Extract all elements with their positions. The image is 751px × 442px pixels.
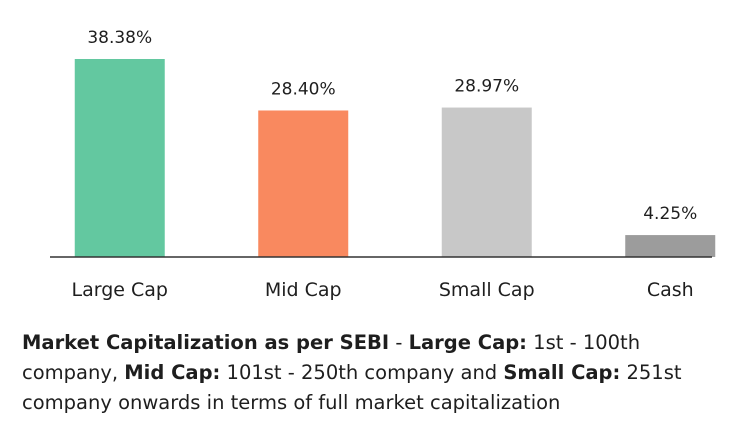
- data-label-small-cap: 28.97%: [454, 77, 519, 97]
- category-label-cash: Cash: [647, 279, 694, 301]
- footnote-term-small-cap: Small Cap:: [503, 361, 621, 384]
- data-label-large-cap: 38.38%: [87, 28, 152, 48]
- data-label-mid-cap: 28.40%: [271, 79, 336, 99]
- footnote-term-sebi: Market Capitalization as per SEBI: [22, 331, 390, 354]
- market-cap-bar-chart: 38.38% Large Cap 28.40% Mid Cap 28.97% Small …: [50, 28, 716, 301]
- footnote-desc-mid-cap: 101st - 250th company and: [220, 361, 504, 384]
- footnote-separator: -: [389, 331, 409, 354]
- bar-small-cap: [441, 107, 532, 257]
- category-label-mid-cap: Mid Cap: [265, 279, 342, 301]
- bar-cash: [625, 235, 716, 257]
- footnote-term-large-cap: Large Cap:: [408, 331, 527, 354]
- data-label-cash: 4.25%: [643, 204, 697, 224]
- bar-mid-cap: [258, 110, 349, 257]
- bar-large-cap: [74, 59, 165, 257]
- footnote-desc-large-cap: 1st - 100th company,: [22, 331, 641, 384]
- category-label-large-cap: Large Cap: [72, 279, 168, 301]
- category-label-small-cap: Small Cap: [439, 279, 535, 301]
- footnote-term-mid-cap: Mid Cap:: [124, 361, 221, 384]
- footnote-desc-small-cap: 251st company onwards in terms of full m…: [22, 361, 682, 414]
- market-cap-footnote: Market Capitalization as per SEBI - Larg…: [22, 328, 742, 418]
